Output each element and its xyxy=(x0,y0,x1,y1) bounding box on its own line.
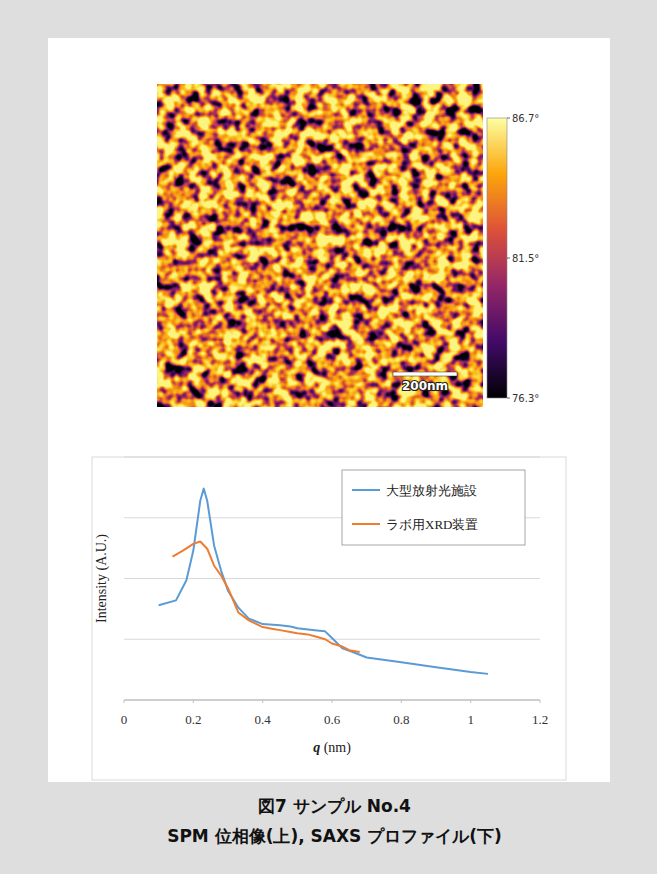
colorbar-tick-label: 86.7° xyxy=(512,113,539,124)
series-line xyxy=(173,541,360,652)
x-tick-label: 0.4 xyxy=(255,712,272,727)
x-tick xyxy=(124,700,125,703)
legend: 大型放射光施設ラボ用XRD装置 xyxy=(342,470,525,545)
x-tick xyxy=(332,700,333,703)
x-tick-label: 0.2 xyxy=(185,712,201,727)
scale-bar xyxy=(393,372,457,376)
colorbar xyxy=(487,118,507,398)
x-tick-label: 1.2 xyxy=(532,712,548,727)
legend-swatch xyxy=(352,523,380,525)
chart-frame xyxy=(92,457,566,780)
x-tick xyxy=(540,700,541,703)
y-axis-title: Intensity (A.U.) xyxy=(94,534,110,623)
scale-bar-label: 200nm xyxy=(402,379,448,393)
page: 200nm 86.7° 81.5° 76.3° 0 0.2 0.4 0.6 0.8 1 1.2 q (… xyxy=(0,0,657,874)
y-grid-line xyxy=(124,457,540,458)
x-axis-title-unit: (nm) xyxy=(320,740,351,756)
x-tick xyxy=(401,700,402,703)
colorbar-tick xyxy=(507,398,510,399)
panel xyxy=(48,38,610,782)
caption-title: 図7 サンプル No.4 xyxy=(258,796,411,816)
legend-label: 大型放射光施設 xyxy=(386,483,477,498)
x-tick-label: 1 xyxy=(467,712,474,727)
caption-subtitle: SPM 位相像(上), SAXS プロファイル(下) xyxy=(167,826,502,846)
series-line xyxy=(159,489,488,674)
colorbar-tick-label: 76.3° xyxy=(512,393,539,404)
legend-box xyxy=(342,470,525,545)
x-tick xyxy=(193,700,194,703)
colorbar-tick-label: 81.5° xyxy=(512,253,539,264)
plot-area xyxy=(159,489,488,674)
legend-swatch xyxy=(352,489,380,491)
x-axis-title-symbol: q xyxy=(313,740,320,755)
afm-phase-image xyxy=(157,84,483,407)
colorbar-tick xyxy=(507,118,510,119)
colorbar-tick xyxy=(507,258,510,259)
x-tick xyxy=(470,700,471,703)
x-tick-label: 0.8 xyxy=(393,712,409,727)
x-tick xyxy=(262,700,263,703)
x-tick-label: 0 xyxy=(121,712,128,727)
background xyxy=(0,0,657,874)
x-axis-title: q (nm) xyxy=(313,740,351,756)
colorbar-bg xyxy=(484,112,544,404)
afm-base xyxy=(157,84,483,407)
legend-label: ラボ用XRD装置 xyxy=(386,517,478,532)
x-tick-label: 0.6 xyxy=(324,712,341,727)
